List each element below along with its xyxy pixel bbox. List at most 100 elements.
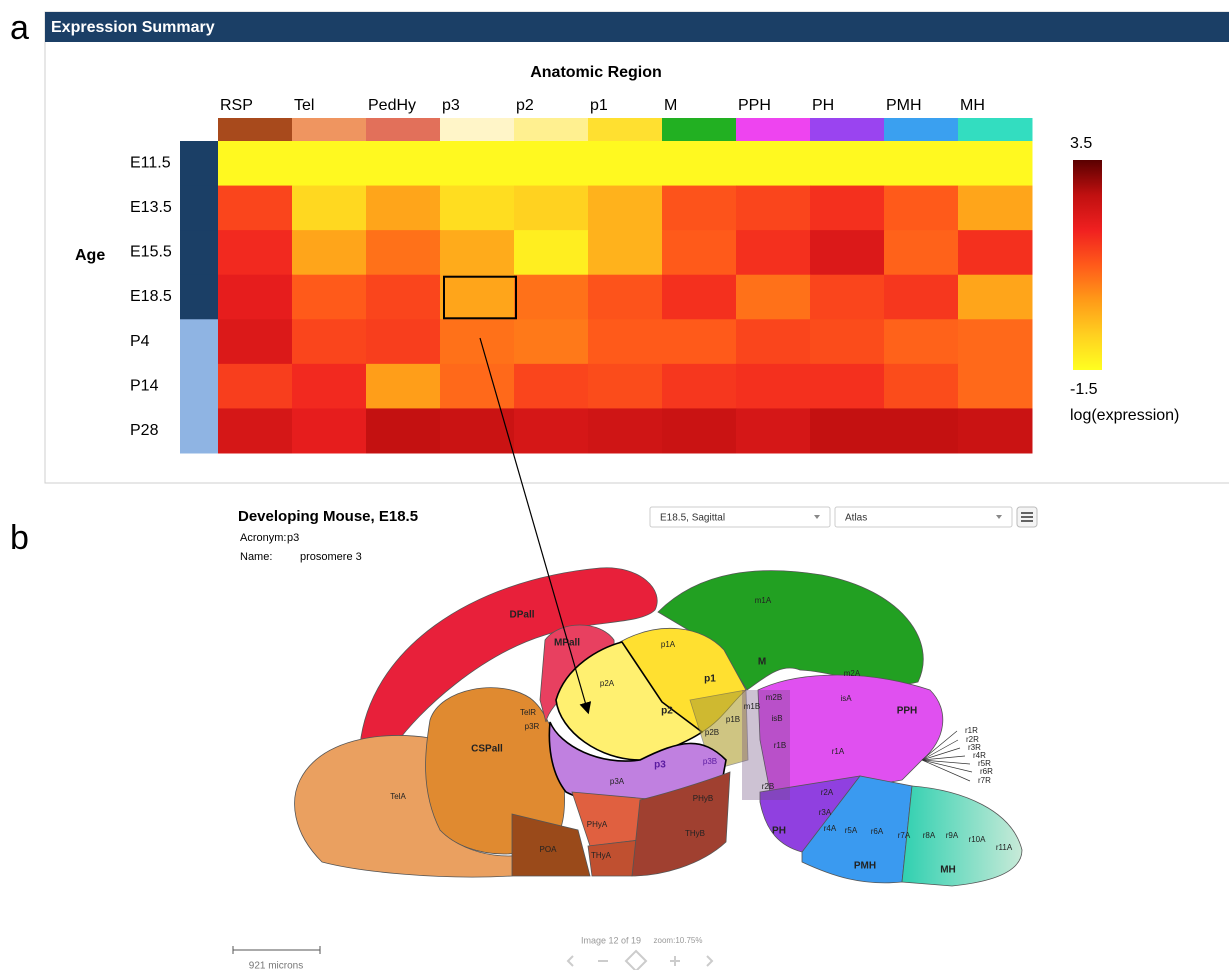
scale-bar (232, 946, 321, 954)
nav-controls[interactable] (566, 949, 714, 970)
atlas-label: p1 (704, 674, 716, 685)
nav-prev[interactable] (566, 955, 574, 967)
region-color-strip (218, 118, 293, 141)
heatmap-cell (810, 141, 885, 187)
dropdown-text[interactable]: Atlas (845, 513, 867, 524)
heatmap-cell (736, 141, 811, 187)
x-tick-label: PedHy (368, 97, 416, 114)
atlas-label: m1B (744, 702, 760, 711)
heatmap-cell (736, 185, 811, 231)
heatmap-cell (958, 274, 1033, 320)
heatmap-cell (514, 363, 589, 409)
header-title: Expression Summary (51, 19, 215, 36)
y-axis-label: Age (75, 247, 105, 264)
heatmap-cell (588, 408, 663, 454)
atlas-label: isB (771, 714, 782, 723)
dropdown-box[interactable] (649, 506, 831, 528)
atlas-label: THyB (685, 829, 705, 838)
dropdown-text[interactable]: E18.5, Sagittal (660, 513, 725, 524)
menu-button[interactable] (1016, 506, 1038, 528)
y-tick-label: E15.5 (130, 244, 172, 261)
region-color-strip (958, 118, 1033, 141)
atlas-label: r2A (821, 788, 834, 797)
heatmap-cell (514, 274, 589, 320)
atlas-label: p2A (600, 679, 615, 688)
heatmap-cell (292, 274, 367, 320)
x-tick-label: p2 (516, 97, 534, 114)
heatmap-cell (218, 230, 293, 276)
atlas-label: TelR (520, 708, 536, 717)
atlas-label: isA (840, 694, 852, 703)
atlas-label: r4A (824, 824, 837, 833)
heatmap-cell (810, 185, 885, 231)
atlas-label: p2B (705, 728, 719, 737)
nav-reset[interactable] (624, 949, 648, 970)
heatmap-cell (292, 141, 367, 187)
nav-zoom-in[interactable] (670, 956, 680, 966)
x-tick-label: M (664, 97, 677, 114)
heatmap-cell (662, 363, 737, 409)
atlas-label: p3R (525, 722, 540, 731)
age-group-bar (180, 319, 218, 365)
region-color-strip (662, 118, 737, 141)
nav-next[interactable] (706, 955, 714, 967)
heatmap-cell (736, 230, 811, 276)
y-tick-label: P28 (130, 422, 159, 439)
heatmap-cell (588, 319, 663, 365)
dropdown[interactable]: E18.5, Sagittal (649, 506, 831, 528)
heatmap-cell (958, 141, 1033, 187)
atlas-label: p3A (610, 777, 625, 786)
atlas-label: r2B (762, 782, 774, 791)
heatmap-cell (958, 185, 1033, 231)
menu-icon (1021, 512, 1033, 522)
heatmap-cell (514, 408, 589, 454)
zoom-level: zoom:10.75% (654, 936, 703, 945)
viewer-title: Developing Mouse, E18.5 (238, 508, 418, 525)
heatmap-cell (810, 274, 885, 320)
heatmap-cell (514, 141, 589, 187)
region-isthmus-overlay (742, 690, 790, 800)
region-color-strip (884, 118, 959, 141)
heatmap-cell (588, 141, 663, 187)
field-value: p3 (287, 532, 299, 544)
heatmap-cell (884, 185, 959, 231)
x-tick-label: p1 (590, 97, 608, 114)
atlas-label: p2 (661, 706, 673, 717)
y-tick-label: E18.5 (130, 288, 172, 305)
heatmap-cell (218, 363, 293, 409)
heatmap-cell (218, 319, 293, 365)
heatmap-cell (292, 185, 367, 231)
heatmap: RSP Tel PedHy p3 p2 p1 M PPH PH PMH MH E11.5 E13.5 E1… (130, 97, 1102, 454)
heatmap-cell (440, 185, 515, 231)
y-tick-label: E11.5 (130, 155, 171, 172)
atlas-label: r3R (968, 743, 981, 752)
region-p3 (548, 721, 727, 803)
region-phyb (631, 771, 731, 877)
heatmap-cell (884, 141, 959, 187)
atlas-label: p1A (661, 640, 676, 649)
label-leader (921, 755, 966, 761)
scale-bar-label: 921 microns (249, 961, 303, 970)
heatmap-cell (292, 408, 367, 454)
atlas-label: m1A (755, 596, 772, 605)
region-color-strip (514, 118, 589, 141)
heatmap-cell (662, 141, 737, 187)
atlas-label: MH (940, 865, 956, 876)
region-color-strip (810, 118, 885, 141)
heatmap-cell (366, 319, 441, 365)
heatmap-cell (440, 319, 515, 365)
heatmap-cell (884, 319, 959, 365)
heatmap-cell (736, 319, 811, 365)
atlas-label: p3 (654, 760, 666, 771)
heatmap-cell (588, 185, 663, 231)
atlas-label: TelA (390, 792, 406, 801)
dropdown[interactable]: Atlas (834, 506, 1013, 528)
atlas-label: THyA (591, 851, 612, 860)
x-tick-label: PH (812, 97, 834, 114)
atlas-label: MPall (554, 638, 580, 649)
age-group-bar (180, 363, 218, 409)
label-leader (921, 759, 971, 782)
x-tick-label: MH (960, 97, 985, 114)
dropdown-box[interactable] (834, 506, 1013, 528)
